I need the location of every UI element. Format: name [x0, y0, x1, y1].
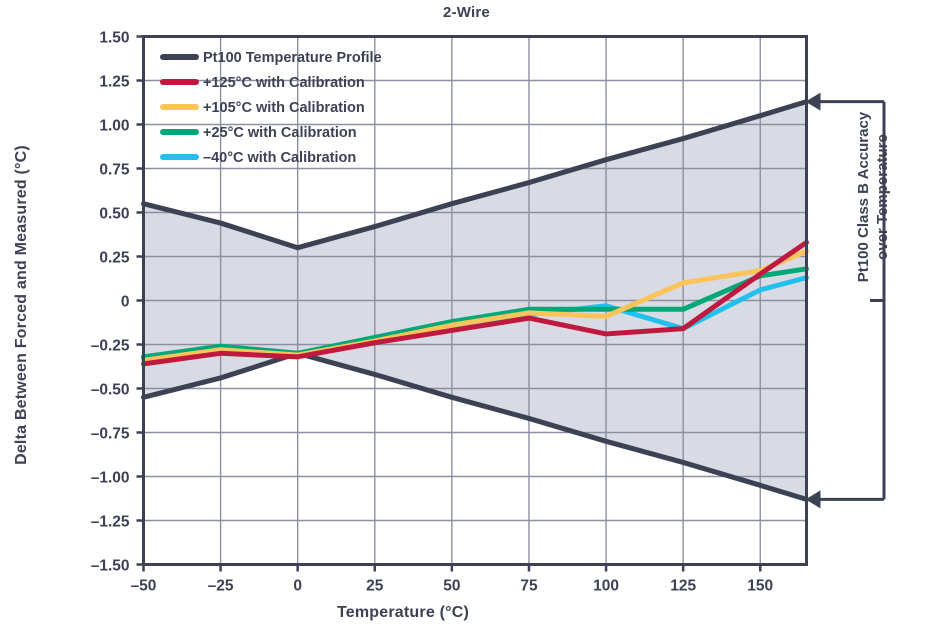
- x-tick-label: 150: [747, 578, 773, 595]
- y-tick-label: 0.25: [99, 250, 130, 267]
- x-tick-label: 100: [593, 578, 619, 595]
- y-tick-label: 1.50: [99, 30, 129, 47]
- x-tick-label: –50: [131, 578, 157, 595]
- x-tick-label: –25: [208, 578, 234, 595]
- y-tick-label: 0.75: [99, 162, 130, 179]
- y-tick-label: 1.00: [99, 118, 129, 135]
- legend-item-label: –40°C with Calibration: [203, 150, 356, 166]
- axis-tick-labels: 1.50 1.25 1.00 0.75 0.50 0.25 0 –0.25 –0.50 –0.75…: [91, 30, 773, 595]
- axis-ticks: [136, 35, 762, 572]
- y-tick-label: –0.50: [91, 382, 130, 399]
- legend-item-label: +25°C with Calibration: [203, 125, 357, 141]
- legend-item-label: Pt100 Temperature Profile: [203, 50, 382, 66]
- y-tick-label: –0.25: [91, 338, 130, 355]
- y-tick-label: –1.50: [91, 558, 130, 575]
- y-tick-label: –1.25: [91, 514, 130, 531]
- y-tick-label: –0.75: [91, 426, 130, 443]
- annotation-bracket: [805, 92, 886, 509]
- x-tick-label: 25: [366, 578, 384, 595]
- x-tick-label: 0: [293, 578, 302, 595]
- legend-item-label: +105°C with Calibration: [203, 100, 365, 116]
- y-tick-label: 1.25: [99, 74, 130, 91]
- y-tick-label: 0.50: [99, 206, 129, 223]
- data-series-lines: [141, 239, 809, 367]
- x-tick-label: 50: [443, 578, 460, 595]
- grid-lines: [143, 36, 807, 565]
- x-axis-title: Temperature (°C): [337, 604, 469, 621]
- accuracy-band-outline: [141, 99, 809, 502]
- legend: Pt100 Temperature Profile +125°C with Cal…: [160, 50, 382, 166]
- y-tick-label: –1.00: [91, 470, 130, 487]
- chart-title: 2-Wire: [443, 4, 490, 21]
- legend-item-label: +125°C with Calibration: [203, 75, 365, 91]
- x-tick-label: 125: [670, 578, 696, 595]
- y-tick-label: 0: [121, 294, 130, 311]
- x-tick-label: 75: [520, 578, 538, 595]
